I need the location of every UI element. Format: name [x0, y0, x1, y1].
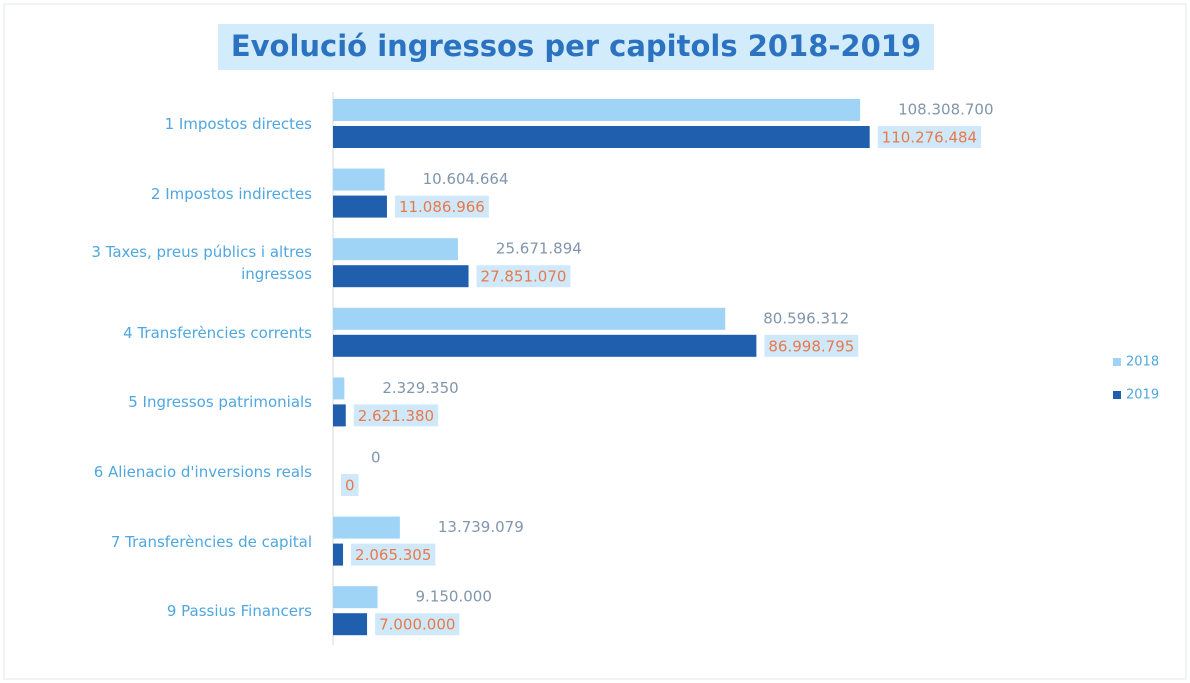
title-bg	[218, 24, 934, 70]
value-label-bg	[877, 126, 982, 148]
bar	[333, 238, 458, 261]
value-label: 9.150.000	[416, 588, 492, 606]
bar	[333, 404, 346, 427]
bar	[333, 377, 345, 400]
value-label: 108.308.700	[898, 101, 993, 119]
category-label: 2 Impostos indirectes	[150, 184, 312, 203]
legend-swatch	[1113, 358, 1121, 366]
value-label: 2.329.350	[382, 379, 458, 397]
bar	[333, 586, 378, 609]
value-label: 25.671.894	[496, 240, 582, 258]
category-label: 5 Ingressos patrimonials	[128, 393, 312, 412]
value-label-bg	[353, 404, 439, 427]
value-label-bg	[351, 543, 436, 566]
value-label: 0	[371, 449, 381, 467]
value-label-bg	[764, 334, 859, 357]
value-label: 80.596.312	[763, 309, 849, 327]
category-label: 6 Alienacio d'inversions reals	[93, 463, 312, 481]
category-label: 9 Passius Financers	[166, 602, 312, 621]
category-label: 7 Transferències de capital	[110, 532, 312, 551]
value-label: 10.604.664	[423, 170, 509, 188]
value-label: 11.086.966	[399, 198, 485, 216]
value-label: 2.065.305	[355, 546, 431, 564]
value-label: 86.998.795	[768, 337, 854, 355]
bar	[333, 168, 385, 191]
bar	[333, 126, 870, 148]
value-label: 0	[345, 477, 355, 495]
value-label: 27.851.070	[481, 268, 567, 286]
bar	[333, 613, 368, 636]
value-label: 7.000.000	[379, 616, 455, 634]
bar	[333, 516, 400, 539]
category-label: 1 Impostos directes	[164, 115, 312, 133]
category-label: 4 Transferències corrents	[123, 323, 312, 342]
value-label-bg	[476, 265, 571, 288]
value-label: 13.739.079	[438, 518, 524, 536]
bar	[333, 307, 726, 330]
value-label-bg	[375, 613, 460, 636]
bar	[333, 195, 387, 218]
legend-swatch	[1113, 391, 1121, 399]
bar	[333, 99, 861, 121]
category-label: 3 Taxes, preus públics i altres ingresso…	[91, 243, 312, 284]
legend-label: 2019	[1126, 388, 1159, 403]
value-label: 110.276.484	[882, 129, 977, 147]
legend-label: 2018	[1126, 355, 1159, 370]
chart-title: Evolució ingressos per capitols 2018-201…	[231, 29, 921, 63]
value-label-bg	[394, 195, 489, 218]
bar	[333, 334, 757, 357]
value-label-bg	[341, 474, 359, 496]
value-label: 2.621.380	[358, 407, 434, 425]
bar	[333, 265, 469, 288]
bar	[333, 543, 344, 566]
